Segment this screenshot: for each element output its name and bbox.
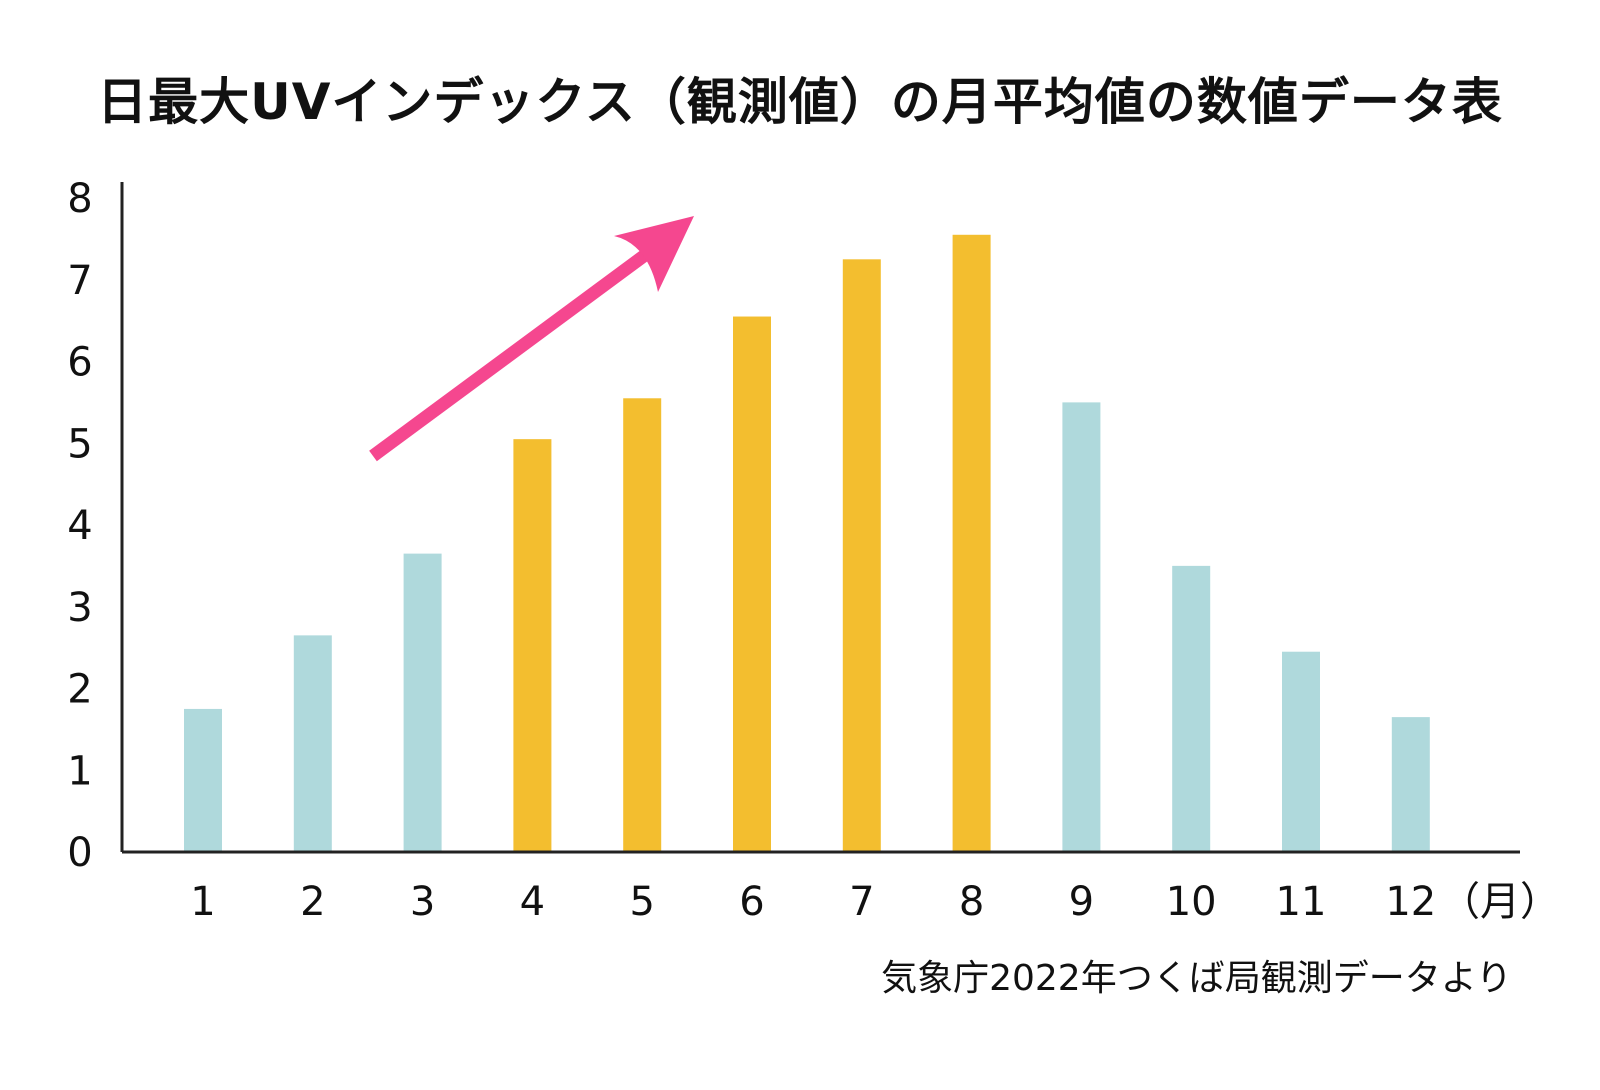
x-tick-label: 8 [959,879,984,925]
bars [184,234,1430,852]
trend-arrow-shaft [369,238,664,462]
y-tick-label: 0 [67,830,92,876]
bar [1391,717,1430,851]
y-tick-label: 1 [67,748,92,794]
bar [733,316,771,852]
y-tick-label: 7 [67,258,92,304]
y-tick-label: 5 [67,421,92,467]
bar [403,553,442,851]
y-tick-label: 2 [67,667,92,713]
chart-title: 日最大UVインデックス（観測値）の月平均値の数値データ表 [97,73,1503,131]
bar [293,635,332,851]
x-tick-label: 9 [1069,879,1094,925]
x-tick-label: 1 [190,879,215,925]
y-tick-label: 3 [67,585,92,631]
trend-arrow [369,216,694,462]
bar [842,259,881,851]
bar [1062,402,1101,851]
bar [513,439,552,851]
x-tick-label: 7 [849,879,874,925]
x-tick-label: 11 [1276,879,1327,925]
trend-arrow-head [614,216,694,292]
x-tick-label: 6 [739,879,764,925]
bar [623,398,662,851]
x-tick-label: 12 [1385,879,1436,925]
x-tick-labels: 1 2 3 4 5 6 7 8 9 10 11 12 [190,879,1436,925]
x-tick-label: 5 [629,879,654,925]
x-tick-label: 3 [410,879,435,925]
x-tick-label: 4 [520,879,545,925]
bar [1282,651,1320,851]
y-tick-label: 6 [67,340,92,386]
bar [1172,565,1211,851]
bar [184,708,222,851]
y-tick-label: 4 [67,503,92,549]
x-unit-label: （月） [1440,879,1560,925]
x-tick-label: 10 [1166,879,1217,925]
y-tick-labels: 0 1 2 3 4 5 6 7 8 [67,176,92,876]
y-tick-label: 8 [67,176,92,222]
source-note: 気象庁2022年つくば局観測データより [881,958,1512,999]
x-tick-label: 2 [300,879,325,925]
bar [952,234,991,852]
